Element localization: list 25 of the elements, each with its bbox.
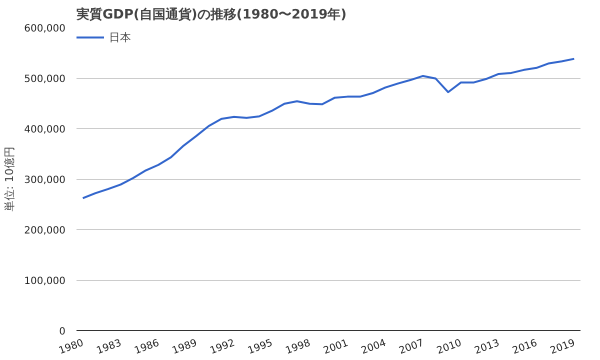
line-series: [82, 58, 576, 200]
x-tick-label: 2019: [548, 338, 577, 357]
x-tick-label: 2001: [322, 338, 350, 357]
y-tick-label: 500,000: [24, 74, 66, 85]
chart-title: 実質GDP(自国通貨)の推移(1980〜2019年): [76, 6, 347, 22]
x-tick-label: 1983: [95, 338, 123, 357]
x-tick-label: 1992: [208, 338, 236, 357]
y-tick-label: 0: [59, 326, 66, 338]
x-tick-label: 2016: [511, 338, 539, 357]
x-tick-label: 1998: [284, 338, 312, 357]
x-tick-label: 2010: [436, 338, 464, 357]
x-tick-label: 1986: [133, 338, 161, 357]
x-tick-label: 1989: [170, 338, 199, 357]
x-tick-label: 2013: [473, 338, 501, 357]
x-tick-label: 2007: [398, 338, 426, 357]
y-axis-title: 単位: 10億円: [3, 146, 16, 212]
y-tick-label: 300,000: [24, 175, 66, 186]
y-tick-label: 200,000: [24, 226, 66, 236]
x-tick-label: 2004: [360, 338, 388, 357]
y-tick-label: 100,000: [24, 276, 66, 287]
legend-label: 日本: [109, 30, 131, 44]
y-tick-label: 600,000: [24, 24, 66, 34]
x-tick-label: 1980: [58, 338, 86, 357]
x-tick-label: 1995: [246, 338, 274, 357]
y-tick-label: 400,000: [24, 124, 66, 136]
